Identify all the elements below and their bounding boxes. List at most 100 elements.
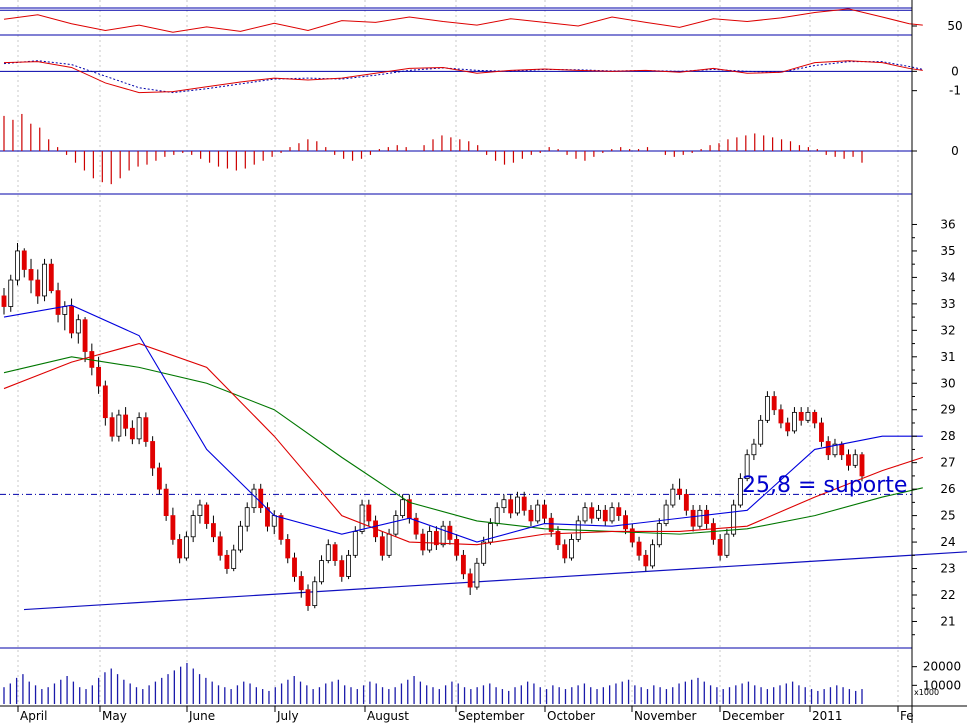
candle-body [542, 504, 547, 519]
candle-body [798, 411, 804, 421]
candle-body [433, 531, 439, 546]
candle-body [244, 507, 250, 527]
candle-body [15, 250, 20, 281]
candle [136, 412, 142, 445]
candle [346, 550, 351, 580]
candle [650, 539, 655, 569]
candle [704, 505, 710, 529]
candle-body [846, 454, 851, 466]
candle [582, 502, 588, 524]
candle-body [697, 509, 703, 527]
candle-body [650, 544, 655, 567]
candle [238, 520, 243, 553]
candle-body [393, 515, 399, 535]
candle [731, 499, 737, 537]
candle-body [352, 531, 358, 556]
candle-body [217, 536, 223, 556]
candle-body [190, 515, 196, 538]
candle [623, 510, 628, 535]
candle-body [812, 411, 818, 424]
candle-body [197, 504, 203, 517]
candle-body [278, 515, 284, 540]
candle-body [231, 549, 237, 569]
candle-body [683, 494, 689, 511]
candle-body [312, 581, 318, 606]
candle [332, 542, 338, 566]
candle [859, 452, 865, 482]
candle [21, 248, 27, 278]
candle-body [569, 539, 574, 559]
moving-average-short [3, 304, 923, 543]
candle [156, 462, 162, 495]
candle-body [123, 414, 129, 429]
candle [292, 552, 297, 582]
month-label: Fe [900, 709, 914, 723]
candle-body [366, 504, 372, 522]
volume-multiplier-label: x1000 [914, 688, 939, 697]
candle [116, 409, 122, 442]
candle [285, 534, 291, 564]
candle-body [481, 541, 487, 564]
candle-body [589, 507, 595, 519]
candle-body [224, 554, 230, 569]
candle [75, 314, 81, 344]
candle [569, 534, 574, 561]
candle [312, 576, 318, 609]
candle-body [717, 539, 723, 556]
candle [305, 584, 311, 611]
candle-body [69, 306, 74, 334]
price-tick-label: 31 [940, 350, 955, 364]
candle [792, 407, 797, 434]
candle [481, 536, 487, 566]
candle-body [548, 517, 554, 532]
candle [170, 507, 176, 545]
candle-body [515, 496, 520, 514]
candle-body [75, 319, 81, 334]
trendline [23, 551, 967, 611]
candle-body [602, 509, 608, 522]
candle [102, 380, 108, 426]
price-tick-label: 27 [940, 456, 955, 470]
candle [82, 317, 88, 363]
candle-body [271, 515, 277, 527]
price-tick-label: 34 [940, 270, 955, 284]
candle-body [8, 279, 14, 307]
candle [798, 407, 804, 426]
oscillator-panel [0, 8, 923, 36]
candle-body [265, 507, 270, 527]
candle [35, 269, 41, 304]
candle-body [211, 523, 216, 538]
candle-body [555, 531, 561, 546]
candle [751, 438, 757, 461]
candle [542, 499, 547, 524]
moving-average-medium [3, 342, 923, 546]
candle [771, 391, 777, 416]
candle-body [143, 417, 149, 442]
candle [143, 412, 149, 447]
candle [48, 258, 54, 294]
candle [163, 483, 169, 521]
month-label: November [634, 709, 696, 723]
candle [183, 531, 189, 561]
candle [528, 505, 534, 527]
candle [359, 499, 365, 535]
candle [589, 502, 595, 524]
price-panel [0, 242, 967, 611]
candle-body [238, 525, 243, 551]
candle-body [339, 560, 345, 577]
candle [278, 512, 284, 545]
moving-average-long [3, 356, 923, 535]
candle [211, 515, 216, 543]
candle-body [636, 541, 642, 556]
candle [508, 494, 514, 519]
candle [217, 531, 223, 561]
candle [244, 502, 250, 532]
candle [825, 436, 831, 461]
candle [319, 555, 324, 585]
price-tick-label: 24 [940, 535, 955, 549]
candle-body [55, 290, 61, 315]
candle [427, 526, 433, 553]
candle [393, 510, 399, 537]
price-tick-label: 21 [940, 614, 955, 628]
